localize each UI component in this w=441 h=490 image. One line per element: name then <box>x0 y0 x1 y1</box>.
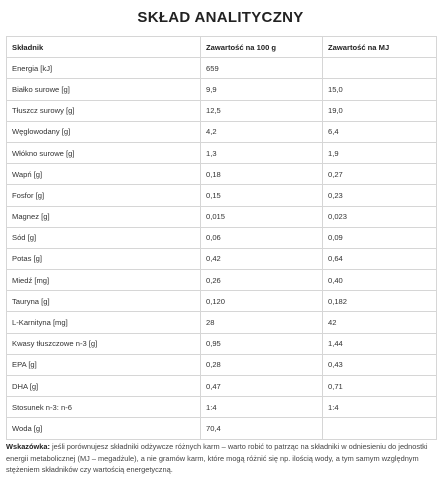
table-cell: 19,0 <box>322 99 437 122</box>
table-row: Magnez [g] 0,015 0,023 <box>6 205 437 228</box>
table-row: Woda [g] 70,4 <box>6 417 437 440</box>
table-row: Stosunek n-3: n-6 1:4 1:4 <box>6 396 437 419</box>
table-cell: 0,47 <box>200 374 323 398</box>
table-cell <box>322 57 437 80</box>
title: SKŁAD ANALITYCZNY <box>137 9 304 26</box>
table-row: DHA [g] 0,47 0,71 <box>6 374 437 398</box>
table-cell: Energia [kJ] <box>6 57 201 80</box>
table-row: Sód [g] 0,06 0,09 <box>6 226 437 249</box>
table-cell: Miedź [mg] <box>6 269 201 292</box>
analysis-table: Składnik Zawartość na 100 g Zawartość na M… <box>6 35 437 440</box>
table-cell: 9,9 <box>200 78 323 101</box>
table-cell: 0,18 <box>200 163 323 186</box>
table-cell: 1:4 <box>200 396 323 419</box>
table-row: Energia [kJ] 659 <box>6 57 437 80</box>
table-cell: 1,3 <box>200 141 323 165</box>
header-cell: Zawartość na MJ <box>322 35 437 59</box>
table-cell: 0,23 <box>322 184 437 207</box>
table-cell: Węglowodany [g] <box>6 120 201 143</box>
table-cell: Stosunek n-3: n-6 <box>6 396 201 419</box>
table-cell: 28 <box>200 311 323 334</box>
table-cell: 0,182 <box>322 290 437 313</box>
table-cell: 0,120 <box>200 290 323 313</box>
table-row: Białko surowe [g] 9,9 15,0 <box>6 78 437 101</box>
header-cell: Składnik <box>6 35 201 59</box>
table-row: Węglowodany [g] 4,2 6,4 <box>6 120 437 143</box>
table-cell: 1,44 <box>322 332 437 355</box>
table-cell: 42 <box>322 311 437 334</box>
table-cell: 0,28 <box>200 353 323 377</box>
table-row: Kwasy tłuszczowe n-3 [g] 0,95 1,44 <box>6 332 437 355</box>
table-row: L-Karnityna [mg] 28 42 <box>6 311 437 334</box>
table-cell: Wapń [g] <box>6 163 201 186</box>
table-cell: Fosfor [g] <box>6 184 201 207</box>
table-row: EPA [g] 0,28 0,43 <box>6 353 437 377</box>
table-cell: 1:4 <box>322 396 437 419</box>
note: Wskazówka: jeśli porównujesz składniki o… <box>6 441 434 476</box>
table-cell: 0,71 <box>322 374 437 398</box>
table-cell: Woda [g] <box>6 417 201 440</box>
table-row: Tłuszcz surowy [g] 12,5 19,0 <box>6 99 437 122</box>
table-cell: 0,40 <box>322 269 437 292</box>
table-cell: Potas [g] <box>6 247 201 271</box>
table-cell: Magnez [g] <box>6 205 201 228</box>
table-cell: 0,64 <box>322 247 437 271</box>
note-label: Wskazówka: <box>6 442 50 451</box>
table-row: Fosfor [g] 0,15 0,23 <box>6 184 437 207</box>
table-cell: 0,42 <box>200 247 323 271</box>
table-cell: 0,43 <box>322 353 437 377</box>
table-cell: 6,4 <box>322 120 437 143</box>
table-cell: EPA [g] <box>6 353 201 377</box>
table-cell: Włókno surowe [g] <box>6 141 201 165</box>
table-cell: 0,015 <box>200 205 323 228</box>
table-cell: 0,26 <box>200 269 323 292</box>
table-row: Wapń [g] 0,18 0,27 <box>6 163 437 186</box>
table-cell <box>322 417 437 440</box>
table-row: Tauryna [g] 0,120 0,182 <box>6 290 437 313</box>
table-cell: Białko surowe [g] <box>6 78 201 101</box>
header-cell: Zawartość na 100 g <box>200 35 323 59</box>
table-cell: 12,5 <box>200 99 323 122</box>
table-cell: Tauryna [g] <box>6 290 201 313</box>
table-cell: 0,15 <box>200 184 323 207</box>
table-cell: 659 <box>200 57 323 80</box>
table-cell: 0,09 <box>322 226 437 249</box>
table-cell: DHA [g] <box>6 374 201 398</box>
table-row: Miedź [mg] 0,26 0,40 <box>6 269 437 292</box>
table-cell: 15,0 <box>322 78 437 101</box>
table-cell: Sód [g] <box>6 226 201 249</box>
note-text: jeśli porównujesz składniki odżywcze róż… <box>6 442 428 474</box>
table-cell: Kwasy tłuszczowe n-3 [g] <box>6 332 201 355</box>
table-cell: 0,023 <box>322 205 437 228</box>
table-cell: 70,4 <box>200 417 323 440</box>
table-row: Potas [g] 0,42 0,64 <box>6 247 437 271</box>
table-row: Włókno surowe [g] 1,3 1,9 <box>6 141 437 165</box>
table-cell: 1,9 <box>322 141 437 165</box>
table-cell: 0,27 <box>322 163 437 186</box>
table-cell: 0,95 <box>200 332 323 355</box>
header-row: Składnik Zawartość na 100 g Zawartość na M… <box>6 35 437 59</box>
table-cell: 0,06 <box>200 226 323 249</box>
table-cell: 4,2 <box>200 120 323 143</box>
table-cell: L-Karnityna [mg] <box>6 311 201 334</box>
table-cell: Tłuszcz surowy [g] <box>6 99 201 122</box>
